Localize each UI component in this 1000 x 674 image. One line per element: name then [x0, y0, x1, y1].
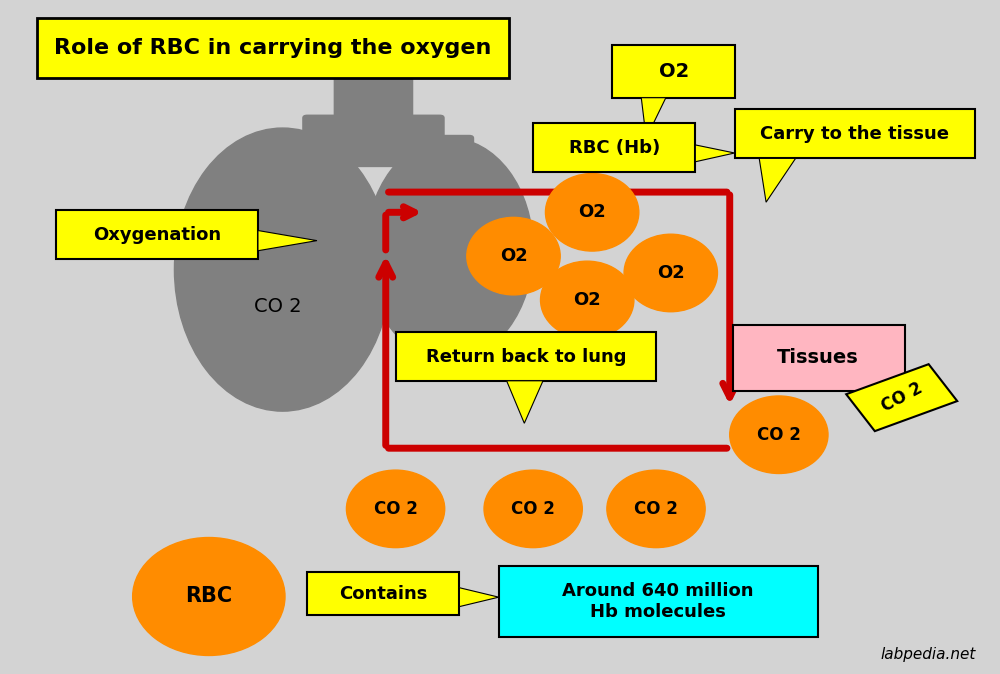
Polygon shape	[459, 588, 499, 607]
FancyBboxPatch shape	[533, 123, 695, 172]
Text: CO 2: CO 2	[511, 500, 555, 518]
Text: Tissues: Tissues	[777, 348, 859, 367]
FancyBboxPatch shape	[307, 572, 459, 615]
Ellipse shape	[366, 138, 533, 361]
Text: Around 640 million
Hb molecules: Around 640 million Hb molecules	[562, 582, 754, 621]
Text: labpedia.net: labpedia.net	[880, 647, 975, 662]
Ellipse shape	[174, 128, 391, 411]
FancyBboxPatch shape	[396, 135, 474, 168]
Text: RBC: RBC	[185, 586, 232, 607]
Ellipse shape	[730, 396, 828, 473]
Text: O2: O2	[657, 264, 685, 282]
Polygon shape	[759, 158, 796, 202]
Ellipse shape	[467, 217, 560, 295]
Text: Return back to lung: Return back to lung	[426, 348, 627, 365]
Ellipse shape	[484, 470, 582, 547]
Ellipse shape	[133, 538, 285, 655]
Ellipse shape	[541, 261, 634, 338]
Ellipse shape	[346, 470, 445, 547]
FancyBboxPatch shape	[499, 566, 818, 637]
FancyBboxPatch shape	[733, 325, 905, 391]
Text: O2: O2	[573, 291, 601, 309]
FancyBboxPatch shape	[334, 42, 413, 167]
FancyBboxPatch shape	[612, 45, 735, 98]
Ellipse shape	[624, 235, 717, 311]
FancyBboxPatch shape	[846, 364, 957, 431]
Text: Contains: Contains	[340, 585, 428, 603]
FancyBboxPatch shape	[735, 109, 975, 158]
FancyBboxPatch shape	[56, 210, 258, 259]
Text: Oxygenation: Oxygenation	[93, 226, 221, 243]
FancyBboxPatch shape	[396, 332, 656, 381]
Ellipse shape	[607, 470, 705, 547]
Ellipse shape	[545, 173, 639, 251]
Text: O2: O2	[659, 62, 689, 81]
Text: RBC (Hb): RBC (Hb)	[569, 139, 660, 156]
FancyBboxPatch shape	[37, 18, 509, 78]
Text: CO 2: CO 2	[374, 500, 418, 518]
Text: Carry to the tissue: Carry to the tissue	[760, 125, 949, 143]
Text: CO 2: CO 2	[254, 297, 301, 316]
FancyBboxPatch shape	[302, 115, 445, 152]
Polygon shape	[507, 381, 543, 423]
Polygon shape	[695, 145, 735, 162]
Text: CO 2: CO 2	[757, 426, 801, 443]
Text: O2: O2	[500, 247, 527, 265]
Text: CO 2: CO 2	[634, 500, 678, 518]
Polygon shape	[258, 231, 317, 251]
Text: O2: O2	[578, 204, 606, 221]
Polygon shape	[641, 98, 666, 138]
Text: Role of RBC in carrying the oxygen: Role of RBC in carrying the oxygen	[54, 38, 491, 58]
Text: CO 2: CO 2	[878, 379, 925, 416]
